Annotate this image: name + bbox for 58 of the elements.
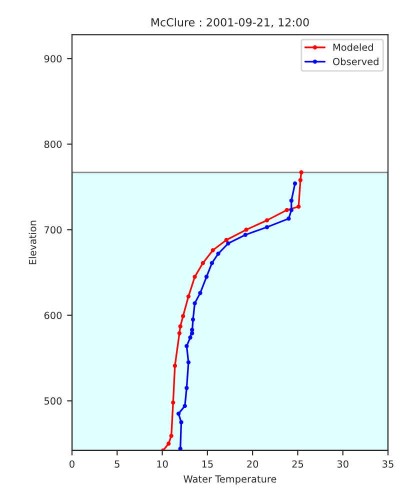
point bbox=[298, 178, 303, 182]
point bbox=[216, 252, 220, 256]
point bbox=[182, 404, 187, 408]
point bbox=[176, 412, 181, 416]
point bbox=[180, 314, 186, 318]
point bbox=[224, 238, 228, 242]
point bbox=[204, 274, 209, 279]
point bbox=[184, 344, 189, 348]
x-tick-label: 5 bbox=[114, 460, 120, 468]
point bbox=[226, 241, 230, 246]
chart-title: McClure : 2001-09-21, 12:00 bbox=[151, 18, 309, 28]
point bbox=[200, 261, 205, 266]
point bbox=[198, 290, 202, 296]
point bbox=[210, 248, 215, 252]
legend-label: Modeled bbox=[333, 43, 373, 51]
point bbox=[186, 360, 191, 364]
point bbox=[289, 198, 294, 203]
point bbox=[186, 294, 191, 299]
point bbox=[299, 170, 304, 174]
point bbox=[264, 218, 270, 222]
point bbox=[210, 261, 214, 266]
point bbox=[296, 204, 301, 209]
point bbox=[286, 216, 291, 221]
y-tick-label: 600 bbox=[44, 312, 62, 320]
point bbox=[166, 442, 171, 446]
y-tick-label: 900 bbox=[44, 55, 62, 62]
point bbox=[264, 225, 270, 230]
point bbox=[292, 181, 298, 186]
point bbox=[179, 420, 184, 424]
y-axis-title: Elevation bbox=[28, 220, 36, 264]
point bbox=[172, 364, 178, 368]
point bbox=[289, 208, 294, 212]
y-tick-label: 700 bbox=[44, 226, 62, 234]
x-tick-label: 20 bbox=[247, 460, 258, 468]
x-tick-label: 25 bbox=[292, 460, 304, 468]
point bbox=[169, 434, 174, 438]
point bbox=[192, 301, 197, 306]
point bbox=[190, 317, 196, 322]
point bbox=[171, 400, 176, 405]
x-tick-label: 0 bbox=[70, 460, 74, 468]
point bbox=[284, 208, 289, 212]
point bbox=[243, 232, 248, 237]
point bbox=[192, 274, 197, 279]
x-tick-label: 30 bbox=[337, 460, 348, 468]
x-axis-title: Water Temperature bbox=[184, 475, 276, 485]
point bbox=[244, 228, 248, 232]
point bbox=[184, 386, 189, 390]
y-tick-label: 500 bbox=[44, 397, 62, 405]
x-tick-label: 35 bbox=[382, 460, 394, 468]
point bbox=[177, 331, 182, 336]
legend-label: Observed bbox=[333, 58, 378, 66]
point bbox=[190, 328, 194, 332]
x-tick-label: 15 bbox=[202, 460, 213, 468]
y-tick-label: 800 bbox=[44, 140, 62, 148]
point bbox=[178, 324, 182, 328]
x-tick-label: 10 bbox=[157, 460, 168, 468]
point bbox=[178, 446, 182, 450]
point bbox=[188, 335, 192, 340]
